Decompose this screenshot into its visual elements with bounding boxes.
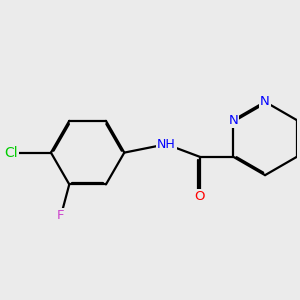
Text: N: N [260, 95, 270, 108]
Text: Cl: Cl [4, 146, 18, 160]
Text: N: N [228, 114, 238, 127]
Text: F: F [57, 209, 64, 222]
Text: O: O [194, 190, 205, 203]
Text: NH: NH [157, 138, 176, 151]
